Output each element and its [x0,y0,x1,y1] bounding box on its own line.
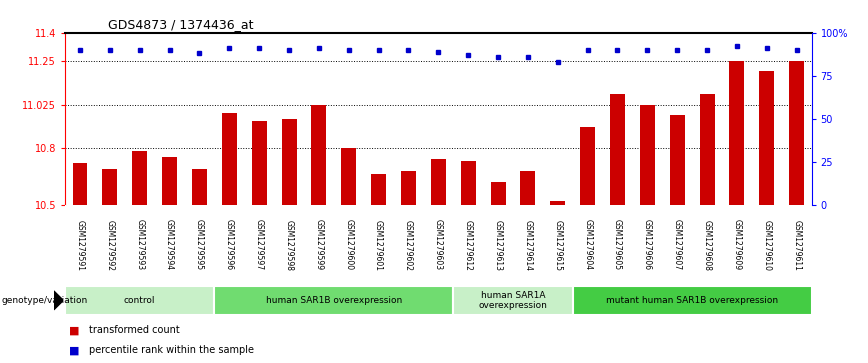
Text: GDS4873 / 1374436_at: GDS4873 / 1374436_at [108,18,254,31]
Bar [550,201,565,205]
Polygon shape [54,291,63,310]
Text: GSM1279606: GSM1279606 [643,220,652,270]
Bar [431,159,446,205]
Text: GSM1279601: GSM1279601 [374,220,383,270]
Bar [312,106,326,205]
Text: GSM1279592: GSM1279592 [105,220,115,270]
Text: GSM1279612: GSM1279612 [464,220,473,270]
Text: GSM1279607: GSM1279607 [673,220,681,270]
Bar [222,113,237,205]
Bar [214,286,453,315]
Text: control: control [124,296,155,305]
Text: mutant human SAR1B overexpression: mutant human SAR1B overexpression [606,296,779,305]
Bar [760,71,774,205]
Bar [73,163,88,205]
Bar [700,94,714,205]
Text: human SAR1B overexpression: human SAR1B overexpression [266,296,402,305]
Text: GSM1279593: GSM1279593 [135,220,144,270]
Text: genotype/variation: genotype/variation [2,296,88,305]
Text: GSM1279611: GSM1279611 [792,220,801,270]
Text: GSM1279599: GSM1279599 [314,220,324,270]
Bar [65,286,214,315]
Bar [162,157,177,205]
Bar [640,105,654,205]
Text: GSM1279591: GSM1279591 [76,220,84,270]
Bar [789,61,804,205]
Text: GSM1279596: GSM1279596 [225,220,233,270]
Bar [573,286,812,315]
Text: GSM1279615: GSM1279615 [553,220,562,270]
Bar [192,169,207,205]
Text: GSM1279603: GSM1279603 [434,220,443,270]
Bar [580,127,595,205]
Text: transformed count: transformed count [89,325,180,335]
Text: GSM1279600: GSM1279600 [345,220,353,270]
Text: GSM1279602: GSM1279602 [404,220,413,270]
Bar [461,161,476,205]
Text: GSM1279608: GSM1279608 [702,220,712,270]
Bar [252,121,266,205]
Text: GSM1279613: GSM1279613 [494,220,503,270]
Text: GSM1279614: GSM1279614 [523,220,532,270]
Bar [729,61,745,205]
Text: percentile rank within the sample: percentile rank within the sample [89,345,253,355]
Bar [453,286,573,315]
Bar [670,115,685,205]
Bar [341,148,356,205]
Text: human SAR1A
overexpression: human SAR1A overexpression [478,291,548,310]
Text: GSM1279604: GSM1279604 [583,220,592,270]
Bar [281,119,297,205]
Bar [490,182,505,205]
Text: GSM1279605: GSM1279605 [613,220,622,270]
Text: GSM1279597: GSM1279597 [254,220,264,270]
Text: GSM1279594: GSM1279594 [165,220,174,270]
Text: GSM1279595: GSM1279595 [195,220,204,270]
Text: ■: ■ [69,325,80,335]
Bar [132,151,148,205]
Bar [610,94,625,205]
Bar [372,175,386,205]
Bar [401,171,416,205]
Text: GSM1279598: GSM1279598 [285,220,293,270]
Bar [521,171,536,205]
Bar [102,169,117,205]
Text: ■: ■ [69,345,80,355]
Text: GSM1279609: GSM1279609 [733,220,741,270]
Text: GSM1279610: GSM1279610 [762,220,772,270]
